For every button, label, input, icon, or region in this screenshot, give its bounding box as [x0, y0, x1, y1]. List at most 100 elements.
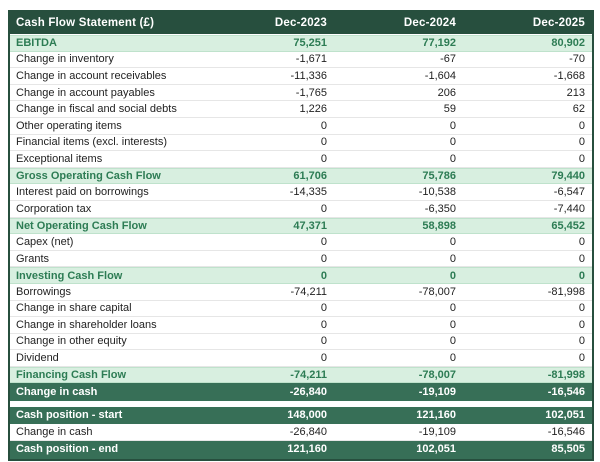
row-value: 0: [320, 136, 327, 149]
row-value: 0: [449, 335, 456, 348]
row-value: 80,902: [551, 37, 585, 50]
row-value: -26,840: [289, 385, 327, 398]
row-label: Change in account receivables: [16, 69, 167, 82]
row-label: Change in share capital: [16, 302, 132, 315]
table-row: Corporation tax 0 -6,350 -7,440: [10, 200, 592, 218]
table-row: Other operating items 0 0 0: [10, 117, 592, 135]
row-value: 0: [578, 136, 585, 149]
row-value: -1,671: [295, 53, 327, 66]
row-value: 102,051: [416, 443, 456, 456]
table-row: Borrowings -74,211 -78,007 -81,998: [10, 283, 592, 301]
row-value: 0: [578, 352, 585, 365]
row-label: Cash position - end: [16, 443, 119, 456]
row-value: 62: [572, 103, 585, 116]
row-label: Other operating items: [16, 119, 122, 132]
table-row: Change in account receivables -11,336 -1,6…: [10, 68, 592, 85]
row-value: 0: [449, 152, 456, 165]
row-value: 1,226: [299, 103, 327, 116]
row-label: Cash position - start: [16, 409, 123, 422]
row-value: -14,335: [289, 186, 327, 199]
row-value: -16,546: [547, 385, 585, 398]
row-value: -26,840: [289, 426, 327, 439]
row-value: 0: [449, 252, 456, 265]
column-header-dec-2025: Dec-2025: [532, 17, 585, 29]
table-header-row: Cash Flow Statement (£) Dec-2023 Dec-202…: [10, 12, 592, 35]
row-label: Financing Cash Flow: [16, 369, 127, 382]
row-value: -78,007: [418, 369, 456, 382]
row-value: 0: [578, 335, 585, 348]
row-value: -1,604: [424, 69, 456, 82]
row-value: 0: [320, 302, 327, 315]
row-label: Change in shareholder loans: [16, 318, 157, 331]
row-value: -81,998: [547, 285, 585, 298]
table-row: Dividend 0 0 0: [10, 350, 592, 367]
row-value: -78,007: [418, 285, 456, 298]
row-value: -67: [440, 53, 456, 66]
row-value: 0: [320, 269, 327, 282]
row-value: 0: [449, 136, 456, 149]
table-row: Interest paid on borrowings -14,335 -10,53…: [10, 184, 592, 201]
table-row: Exceptional items 0 0 0: [10, 151, 592, 168]
row-value: 0: [320, 119, 327, 132]
row-value: 0: [320, 152, 327, 165]
row-value: -1,765: [295, 86, 327, 99]
row-label: Change in fiscal and social debts: [16, 103, 177, 116]
section-spacer: [10, 400, 592, 407]
total-row: Change in cash -26,840 -19,109 -16,546: [10, 383, 592, 401]
row-value: 121,160: [416, 409, 456, 422]
row-value: 0: [449, 235, 456, 248]
row-value: 213: [566, 86, 585, 99]
row-value: 102,051: [545, 409, 585, 422]
row-value: -16,546: [547, 426, 585, 439]
row-value: 0: [578, 269, 585, 282]
row-value: -6,547: [553, 186, 585, 199]
row-value: 0: [578, 252, 585, 265]
row-value: -74,211: [290, 285, 328, 298]
subtotal-row: Net Operating Cash Flow 47,371 58,898 65,45…: [10, 217, 592, 235]
subtotal-row: Gross Operating Cash Flow 61,706 75,786 79,…: [10, 167, 592, 185]
row-value: 0: [449, 352, 456, 365]
row-label: Grants: [16, 252, 50, 265]
subtotal-row: Financing Cash Flow -74,211 -78,007 -81,998: [10, 366, 592, 384]
row-label: Investing Cash Flow: [16, 269, 123, 282]
row-value: 0: [578, 302, 585, 315]
row-value: 47,371: [293, 219, 327, 232]
row-label: Change in other equity: [16, 335, 127, 348]
row-value: -19,109: [418, 426, 456, 439]
total-row: Cash position - end 121,160 102,051 85,505: [10, 441, 592, 459]
row-value: -74,211: [290, 369, 327, 382]
table-row: Change in share capital 0 0 0: [10, 300, 592, 318]
row-value: 75,251: [293, 37, 327, 50]
row-value: 0: [578, 235, 585, 248]
row-label: Exceptional items: [16, 152, 103, 165]
row-value: 0: [320, 335, 327, 348]
row-label: Change in account payables: [16, 86, 155, 99]
table-row: Financial items (excl. interests) 0 0 0: [10, 134, 592, 152]
row-label: EBITDA: [16, 37, 57, 50]
row-value: 121,160: [287, 443, 327, 456]
table-row: Change in inventory -1,671 -67 -70: [10, 51, 592, 69]
subtotal-row: EBITDA 75,251 77,192 80,902: [10, 35, 592, 52]
table-row: Change in account payables -1,765 206 213: [10, 84, 592, 102]
subtotal-row: Investing Cash Flow 0 0 0: [10, 267, 592, 284]
row-value: 75,786: [422, 170, 456, 183]
row-value: 0: [449, 302, 456, 315]
row-value: -81,998: [547, 369, 585, 382]
row-value: 59: [443, 103, 456, 116]
row-value: 0: [320, 202, 327, 215]
row-label: Borrowings: [16, 285, 72, 298]
row-value: -11,336: [290, 69, 328, 82]
row-label: Change in cash: [16, 426, 93, 439]
row-value: 58,898: [422, 219, 456, 232]
table-row: Change in shareholder loans 0 0 0: [10, 317, 592, 334]
row-value: 0: [320, 235, 327, 248]
row-value: 0: [449, 119, 456, 132]
row-value: -10,538: [418, 186, 456, 199]
row-value: 0: [578, 152, 585, 165]
row-value: 0: [449, 318, 456, 331]
row-value: -6,350: [424, 202, 456, 215]
row-value: 77,192: [422, 37, 456, 50]
column-header-dec-2024: Dec-2024: [403, 17, 456, 29]
table-row: Change in other equity 0 0 0: [10, 333, 592, 351]
row-value: 0: [320, 252, 327, 265]
